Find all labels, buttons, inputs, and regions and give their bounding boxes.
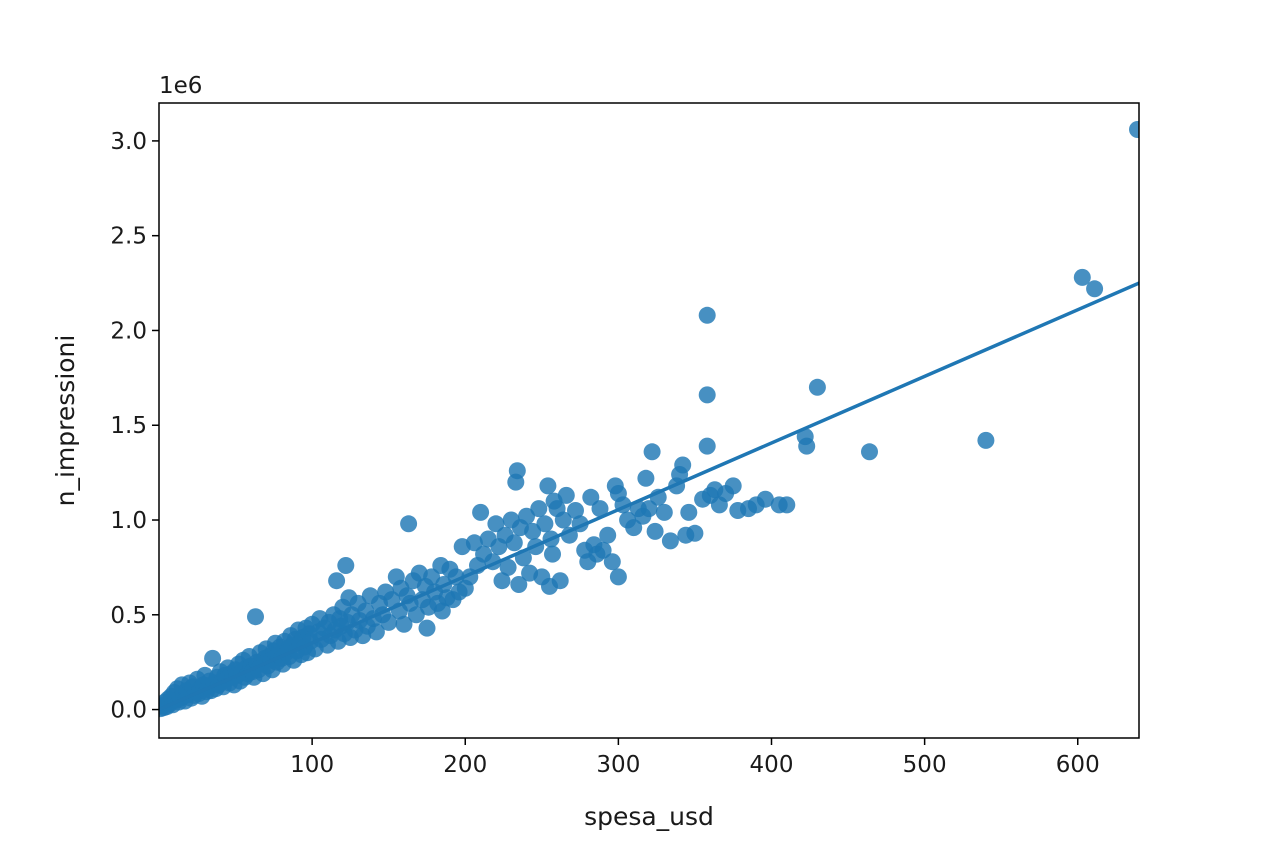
data-point xyxy=(609,568,627,586)
y-tick-label: 0.0 xyxy=(110,698,147,724)
data-point xyxy=(655,503,673,521)
y-tick-label: 3.0 xyxy=(110,129,147,155)
data-point xyxy=(977,431,995,449)
data-point xyxy=(643,443,661,461)
data-point xyxy=(510,576,528,593)
regression-line xyxy=(159,281,1139,712)
data-point xyxy=(508,462,526,480)
data-point xyxy=(493,572,511,590)
data-point xyxy=(686,524,704,542)
y-tick-label: 2.5 xyxy=(110,224,147,250)
data-point xyxy=(524,522,542,540)
y-tick-label: 1.5 xyxy=(110,413,147,439)
data-point xyxy=(661,532,679,550)
data-point xyxy=(698,437,716,455)
x-tick-label: 500 xyxy=(903,752,947,778)
plot-area-frame xyxy=(158,102,1140,739)
y-axis-ticks: 0.0 0.5 1.0 1.5 2.0 2.5 3.0 xyxy=(110,129,159,724)
data-point xyxy=(798,437,816,455)
data-point xyxy=(599,526,617,544)
data-point xyxy=(328,572,346,590)
data-point xyxy=(637,469,655,487)
y-axis-label: n_impressioni xyxy=(51,335,80,507)
data-point xyxy=(367,623,385,641)
data-point xyxy=(380,613,398,631)
data-point xyxy=(530,500,548,518)
data-point xyxy=(337,557,355,574)
data-point xyxy=(465,534,483,552)
x-tick-label: 600 xyxy=(1056,752,1100,778)
data-point xyxy=(536,515,554,533)
data-point xyxy=(407,606,425,624)
data-point xyxy=(808,378,826,396)
data-point xyxy=(472,503,490,521)
y-tick-label: 2.0 xyxy=(110,318,147,344)
data-point xyxy=(551,572,569,590)
data-point xyxy=(518,507,535,525)
data-point xyxy=(204,649,222,667)
data-point xyxy=(698,306,716,324)
data-point xyxy=(680,503,698,521)
data-point xyxy=(603,553,621,571)
x-tick-label: 300 xyxy=(596,752,640,778)
data-point xyxy=(433,602,451,620)
data-point xyxy=(395,615,413,633)
data-point xyxy=(499,558,517,576)
data-point xyxy=(247,608,264,626)
data-point xyxy=(591,500,609,518)
data-point xyxy=(487,515,505,533)
data-point xyxy=(544,545,561,563)
data-point xyxy=(756,490,774,508)
data-point xyxy=(567,502,584,519)
data-point xyxy=(698,386,716,404)
data-point xyxy=(674,456,692,474)
data-point xyxy=(646,522,664,540)
y-axis-offset-label: 1e6 xyxy=(159,73,202,99)
data-point xyxy=(557,486,575,504)
data-point xyxy=(861,443,878,461)
x-axis-label: spesa_usd xyxy=(584,802,714,831)
data-point xyxy=(539,477,557,495)
x-tick-label: 200 xyxy=(443,752,487,778)
y-tick-label: 1.0 xyxy=(110,508,147,534)
x-tick-label: 100 xyxy=(290,752,334,778)
data-point xyxy=(625,519,643,537)
data-point xyxy=(594,541,612,559)
x-tick-label: 400 xyxy=(750,752,794,778)
data-point xyxy=(582,488,600,506)
data-point xyxy=(505,534,523,552)
data-point xyxy=(1073,268,1091,286)
data-point xyxy=(400,515,418,533)
data-point xyxy=(640,500,658,518)
x-axis-ticks: 100 200 300 400 500 600 xyxy=(290,738,1100,778)
data-point xyxy=(1129,121,1139,138)
data-point xyxy=(778,496,796,514)
data-point xyxy=(724,477,742,495)
scatter-points xyxy=(159,121,1139,718)
data-point xyxy=(1086,280,1104,298)
y-tick-label: 0.5 xyxy=(110,603,147,629)
data-point xyxy=(418,619,436,637)
data-point xyxy=(554,511,572,529)
data-point xyxy=(423,568,441,586)
